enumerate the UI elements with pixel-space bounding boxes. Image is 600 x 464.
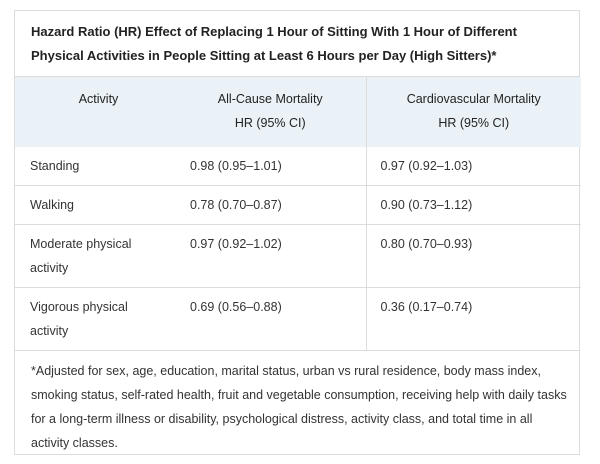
hr-table: Activity All-Cause Mortality HR (95% CI)…: [15, 77, 581, 350]
column-header-all-cause: All-Cause Mortality HR (95% CI): [175, 77, 366, 147]
column-header-cardio-sub: HR (95% CI): [438, 116, 510, 130]
cell-cardio: 0.97 (0.92–1.03): [365, 147, 581, 186]
column-header-all-cause-title: All-Cause Mortality: [217, 92, 323, 106]
table-row: Vigorous physical activity 0.69 (0.56–0.…: [15, 287, 581, 350]
cell-all-cause: 0.98 (0.95–1.01): [190, 159, 282, 173]
cell-cardio: 0.36 (0.17–0.74): [365, 287, 581, 350]
table-row: Standing 0.98 (0.95–1.01) 0.97 (0.92–1.0…: [15, 147, 581, 186]
table-header: Activity All-Cause Mortality HR (95% CI)…: [15, 77, 581, 147]
cell-all-cause: 0.97 (0.92–1.02): [175, 224, 366, 288]
cell-all-cause: 0.69 (0.56–0.88): [175, 287, 366, 350]
column-header-cardio: Cardiovascular Mortality HR (95% CI): [365, 77, 581, 147]
table-row: Walking 0.78 (0.70–0.87) 0.90 (0.73–1.12…: [15, 185, 581, 225]
hr-table-container: Hazard Ratio (HR) Effect of Replacing 1 …: [14, 10, 581, 455]
table-row: Moderate physical activity 0.97 (0.92–1.…: [15, 224, 581, 288]
cell-activity: Moderate physical activity: [15, 224, 175, 288]
cell-activity: Standing: [30, 159, 80, 173]
table-title: Hazard Ratio (HR) Effect of Replacing 1 …: [15, 11, 579, 77]
cell-all-cause: 0.78 (0.70–0.87): [175, 185, 366, 225]
column-header-activity-label: Activity: [78, 92, 119, 106]
cell-activity: Vigorous physical activity: [15, 287, 175, 350]
cell-cardio: 0.90 (0.73–1.12): [365, 185, 581, 225]
table-body: Standing 0.98 (0.95–1.01) 0.97 (0.92–1.0…: [15, 147, 581, 350]
column-header-cardio-title: Cardiovascular Mortality: [406, 92, 541, 106]
cell-activity: Walking: [15, 185, 175, 225]
table-footnote: *Adjusted for sex, age, education, marit…: [15, 350, 579, 463]
cell-cardio: 0.80 (0.70–0.93): [365, 224, 581, 288]
column-header-all-cause-sub: HR (95% CI): [234, 116, 306, 130]
column-header-activity: Activity: [15, 77, 175, 147]
